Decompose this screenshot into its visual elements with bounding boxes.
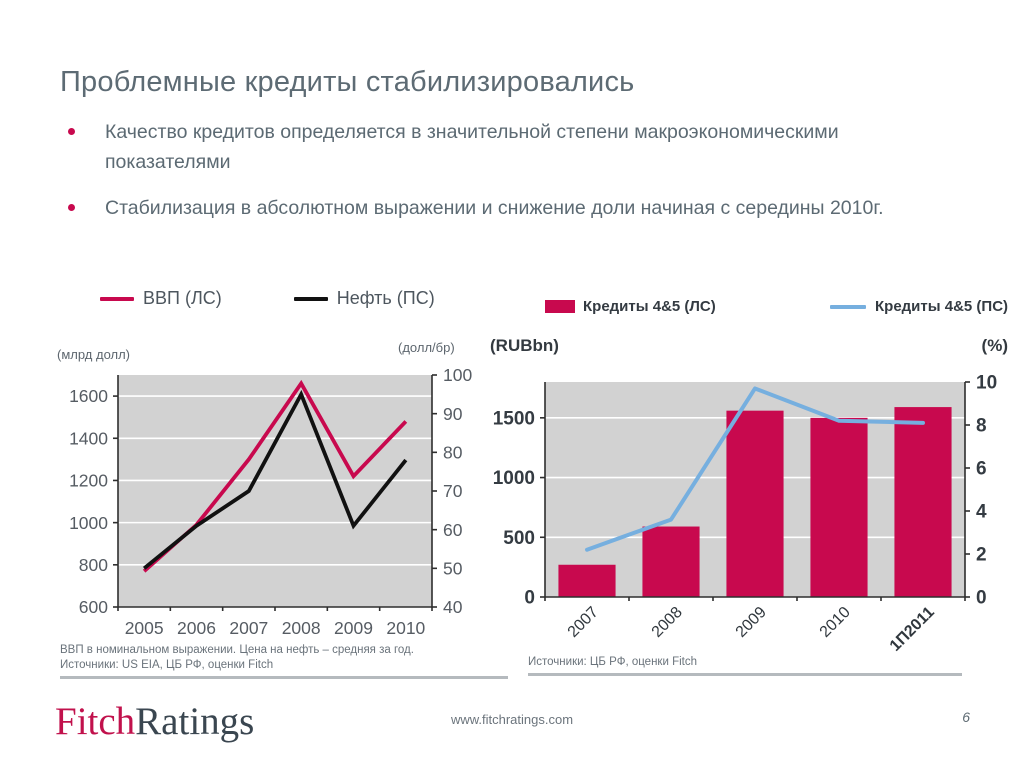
svg-text:60: 60 bbox=[443, 520, 463, 540]
right-chart-right-axis-unit: (%) bbox=[981, 336, 1008, 355]
legend-label-loans-line: Кредиты 4&5 (ПС) bbox=[875, 298, 1009, 315]
svg-text:90: 90 bbox=[443, 404, 463, 424]
problem-loans-chart: 0 500 1000 1500 0 2 4 6 8 10 2007 2008 2009 2010 1П201… bbox=[493, 373, 997, 655]
right-chart-left-axis-unit: (RUBbn) bbox=[490, 336, 559, 355]
left-chart-footnote: ВВП в номинальном выражении. Цена на неф… bbox=[60, 643, 508, 679]
svg-text:800: 800 bbox=[79, 555, 108, 575]
bullet-text: Качество кредитов определяется в значите… bbox=[105, 121, 839, 173]
legend-item-oil: Нефть (ПС) bbox=[293, 288, 435, 309]
left-chart-right-axis-unit: (долл/бр) bbox=[398, 340, 455, 355]
bullet-text: Стабилизация в абсолютном выражении и сн… bbox=[105, 197, 884, 219]
legend-label-oil: Нефть (ПС) bbox=[336, 288, 435, 308]
left-chart-left-axis-unit: (млрд долл) bbox=[57, 347, 131, 362]
legend-item-loans-bar: Кредиты 4&5 (ЛС) bbox=[545, 298, 716, 315]
legend-item-gdp: ВВП (ЛС) bbox=[100, 288, 222, 309]
bullet-marker-icon bbox=[68, 204, 75, 211]
page-number: 6 bbox=[962, 709, 970, 725]
svg-text:2009: 2009 bbox=[334, 618, 373, 638]
svg-text:2007: 2007 bbox=[565, 604, 602, 641]
svg-text:6: 6 bbox=[976, 459, 987, 480]
footnote-line: Источники: ЦБ РФ, оценки Fitch bbox=[528, 656, 698, 668]
svg-text:2010: 2010 bbox=[386, 618, 425, 638]
svg-text:8: 8 bbox=[976, 416, 987, 437]
svg-text:2008: 2008 bbox=[649, 604, 686, 641]
logo-fitch-text: Fitch bbox=[55, 700, 136, 743]
right-chart-footnote: Источники: ЦБ РФ, оценки Fitch bbox=[528, 655, 962, 676]
svg-text:10: 10 bbox=[976, 373, 997, 394]
logo-ratings-text: Ratings bbox=[135, 700, 255, 743]
svg-text:0: 0 bbox=[976, 588, 987, 609]
svg-text:100: 100 bbox=[443, 365, 472, 385]
svg-text:1600: 1600 bbox=[69, 386, 108, 406]
bullet-marker-icon bbox=[68, 128, 75, 135]
svg-text:2007: 2007 bbox=[229, 618, 268, 638]
svg-text:2010: 2010 bbox=[817, 604, 854, 641]
oil-line-swatch-icon bbox=[293, 296, 328, 301]
svg-text:2006: 2006 bbox=[177, 618, 216, 638]
svg-text:1400: 1400 bbox=[69, 428, 108, 448]
svg-text:50: 50 bbox=[443, 558, 463, 578]
legend-label-loans-bar: Кредиты 4&5 (ЛС) bbox=[583, 298, 716, 315]
gdp-oil-chart: 600 800 1000 1200 1400 1600 40 50 60 70 80 90 100 200… bbox=[69, 365, 472, 638]
bullet-item: Качество кредитов определяется в значите… bbox=[66, 117, 946, 177]
legend-item-loans-line: Кредиты 4&5 (ПС) bbox=[830, 298, 1008, 315]
svg-text:1200: 1200 bbox=[69, 471, 108, 491]
left-chart-legend: ВВП (ЛС) Нефть (ПС) bbox=[100, 288, 435, 309]
legend-label-gdp: ВВП (ЛС) bbox=[143, 288, 222, 308]
svg-text:2: 2 bbox=[976, 545, 987, 566]
svg-text:1000: 1000 bbox=[69, 513, 108, 533]
gdp-line-swatch-icon bbox=[100, 296, 134, 301]
fitch-ratings-logo: FitchRatings bbox=[55, 699, 254, 744]
svg-text:80: 80 bbox=[443, 442, 463, 462]
loans-bar-swatch-icon bbox=[545, 300, 575, 313]
svg-text:1500: 1500 bbox=[493, 408, 535, 429]
svg-text:1П2011: 1П2011 bbox=[887, 604, 938, 655]
svg-text:2009: 2009 bbox=[733, 604, 770, 641]
svg-text:40: 40 bbox=[443, 597, 463, 617]
svg-text:500: 500 bbox=[503, 528, 535, 549]
svg-text:2005: 2005 bbox=[125, 618, 164, 638]
svg-text:2008: 2008 bbox=[282, 618, 321, 638]
loans-line-swatch-icon bbox=[830, 304, 866, 309]
footnote-line: ВВП в номинальном выражении. Цена на неф… bbox=[60, 644, 414, 656]
svg-text:1000: 1000 bbox=[493, 468, 535, 489]
svg-text:4: 4 bbox=[976, 502, 987, 523]
footer-url: www.fitchratings.com bbox=[450, 712, 574, 727]
page-title: Проблемные кредиты стабилизировались bbox=[60, 66, 635, 98]
svg-text:70: 70 bbox=[443, 481, 463, 501]
svg-text:0: 0 bbox=[524, 588, 535, 609]
footnote-line: Источники: US EIA, ЦБ РФ, оценки Fitch bbox=[60, 659, 274, 671]
bullet-item: Стабилизация в абсолютном выражении и сн… bbox=[66, 193, 946, 223]
svg-text:600: 600 bbox=[79, 597, 108, 617]
